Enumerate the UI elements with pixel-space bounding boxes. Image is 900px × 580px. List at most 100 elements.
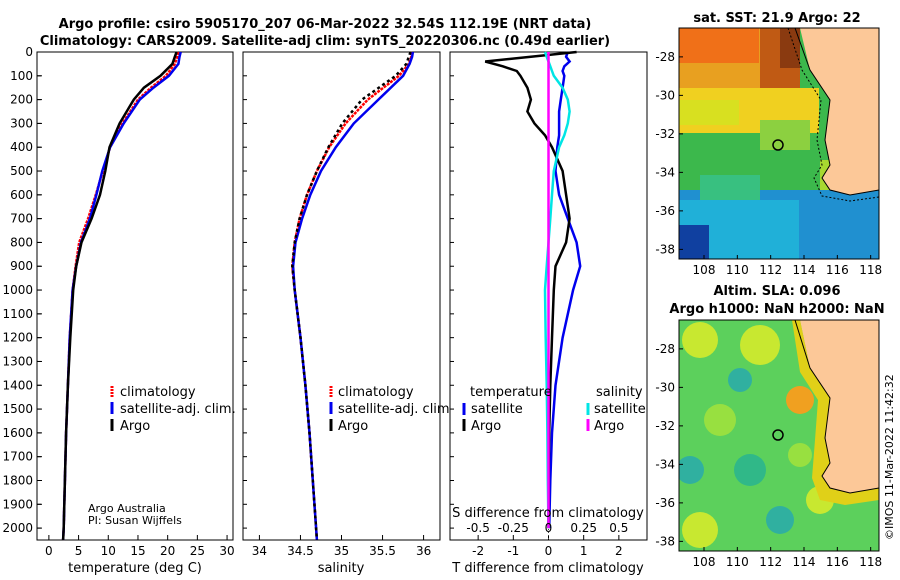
legend-sal-satellite-label: satellite [594, 402, 646, 417]
temperature-x-axis: 0 5 10 15 20 25 30 [37, 51, 235, 558]
legend-temp-satellite-label: satellite [471, 402, 523, 417]
temperature-xlabel: temperature (deg C) [68, 561, 202, 576]
salinity-diff-tick-label: -0.25 [498, 521, 529, 535]
lat-tick-label: -34 [655, 457, 675, 471]
x-tick-label: 10 [101, 544, 116, 558]
depth-tick-label: 400 [10, 140, 33, 154]
depth-tick-label: 1200 [2, 331, 33, 345]
legend-satellite-label: satellite-adj. clim. [338, 402, 454, 417]
x-tick-label: -2 [472, 544, 484, 558]
depth-tick-label: 200 [10, 93, 33, 107]
legend-climatology-label: climatology [338, 385, 414, 400]
lat-tick-label: -28 [655, 342, 675, 356]
lon-tick-label: 108 [693, 263, 716, 277]
lon-tick-label: 110 [726, 263, 749, 277]
depth-tick-label: 1500 [2, 402, 33, 416]
sst-map-title: sat. SST: 21.9 Argo: 22 [693, 11, 860, 26]
depth-tick-label: 900 [10, 259, 33, 273]
float-marker-sla [772, 429, 784, 441]
sst-map-image [679, 28, 879, 259]
x-tick-label: 0 [45, 544, 53, 558]
lat-tick-label: -28 [655, 50, 675, 64]
x-tick-label: 2 [615, 544, 623, 558]
lon-tick-label: 118 [859, 555, 882, 569]
sla-map-title-2: Argo h1000: NaN h2000: NaN [669, 302, 884, 317]
salinity-diff-tick-label: -0.5 [466, 521, 489, 535]
salinity-diff-tick-label: 0.5 [609, 521, 628, 535]
lat-tick-label: -36 [655, 496, 675, 510]
salinity-xlabel: salinity [318, 561, 365, 576]
x-tick-label: 15 [130, 544, 145, 558]
salinity-axes-frame [242, 51, 441, 541]
difference-legend: temperature satellite Argo salinity sate… [462, 385, 646, 434]
series-line-salinity-satellite [543, 51, 571, 529]
difference-lines [484, 50, 582, 529]
sla-map-frame [678, 319, 880, 552]
lat-tick-label: -38 [655, 534, 675, 548]
series-line-temperature-argo [484, 50, 577, 529]
depth-tick-label: 600 [10, 188, 33, 202]
lat-tick-label: -32 [655, 127, 675, 141]
temperature-difference-xlabel: T difference from climatology [451, 561, 644, 576]
lat-tick-label: -30 [655, 88, 675, 102]
temperature-legend: climatology satellite-adj. clim. Argo [110, 385, 236, 434]
temperature-axes-frame [36, 51, 234, 541]
lon-tick-label: 114 [793, 263, 816, 277]
depth-tick-label: 1300 [2, 354, 33, 368]
difference-panel: -2 -1 0 1 2 temperature satellite Argo salin… [449, 50, 648, 576]
series-line-argo [61, 51, 178, 541]
x-tick-label: 1 [580, 544, 588, 558]
lat-tick-label: -38 [655, 242, 675, 256]
salinity-x-axis: 34 34.5 35 35.5 36 [243, 51, 431, 558]
legend-climatology-label: climatology [120, 385, 196, 400]
depth-axis: 0 100 200 300 400 500 600 700 800 900 1000 1100 1200… [2, 45, 42, 535]
lon-tick-label: 118 [859, 263, 882, 277]
sst-map-axes: 108 110 112 114 116 118 -28 -30 -32 -34 -36 -38 [655, 50, 882, 277]
salinity-difference-xlabel: S difference from climatology [452, 506, 644, 521]
x-tick-label: 35.5 [369, 544, 396, 558]
lon-tick-label: 108 [693, 555, 716, 569]
sla-map-image [679, 320, 879, 551]
pi-annotation: PI: Susan Wijffels [88, 514, 182, 527]
sst-map-panel: sat. SST: 21.9 Argo: 22 108 110 112 114 11 [655, 11, 882, 277]
title-line-1: Argo profile: csiro 5905170_207 06-Mar-2… [59, 17, 592, 32]
institution-annotation: Argo Australia [88, 502, 166, 515]
salinity-lines [291, 51, 415, 541]
x-tick-label: 36 [416, 544, 431, 558]
depth-tick-label: 300 [10, 116, 33, 130]
depth-tick-label: 500 [10, 164, 33, 178]
depth-tick-label: 1100 [2, 307, 33, 321]
sla-map-title-1: Altim. SLA: 0.096 [714, 284, 841, 299]
lat-tick-label: -30 [655, 380, 675, 394]
x-tick-label: 30 [219, 544, 234, 558]
x-tick-label: 5 [75, 544, 83, 558]
x-tick-label: 34.5 [287, 544, 314, 558]
x-tick-label: 20 [160, 544, 175, 558]
lat-tick-label: -34 [655, 165, 675, 179]
legend-sal-argo-label: Argo [594, 419, 624, 434]
sla-map-panel: Altim. SLA: 0.096 Argo h1000: NaN h2000:… [655, 284, 884, 569]
depth-tick-label: 1600 [2, 426, 33, 440]
depth-tick-label: 2000 [2, 521, 33, 535]
legend-satellite-label: satellite-adj. clim. [120, 402, 236, 417]
depth-tick-label: 1000 [2, 283, 33, 297]
legend-argo-label: Argo [338, 419, 368, 434]
legend-temp-argo-label: Argo [471, 419, 501, 434]
watermark: ©IMOS 11-Mar-2022 11:42:32 [883, 374, 896, 540]
depth-tick-label: 1400 [2, 378, 33, 392]
salinity-legend: climatology satellite-adj. clim. Argo [329, 385, 454, 434]
float-marker-sst [772, 139, 784, 151]
depth-tick-label: 1900 [2, 497, 33, 511]
lon-tick-label: 110 [726, 555, 749, 569]
depth-tick-label: 1800 [2, 473, 33, 487]
lon-tick-label: 112 [759, 263, 782, 277]
salinity-diff-tick-label: 0.25 [570, 521, 597, 535]
legend-salinity-title: salinity [596, 385, 643, 400]
x-tick-label: 34 [252, 544, 267, 558]
salinity-diff-tick-label: 0 [545, 521, 553, 535]
lon-tick-label: 114 [793, 555, 816, 569]
legend-argo-label: Argo [120, 419, 150, 434]
depth-tick-label: 0 [25, 45, 33, 59]
difference-x-axis: -2 -1 0 1 2 [450, 51, 623, 558]
